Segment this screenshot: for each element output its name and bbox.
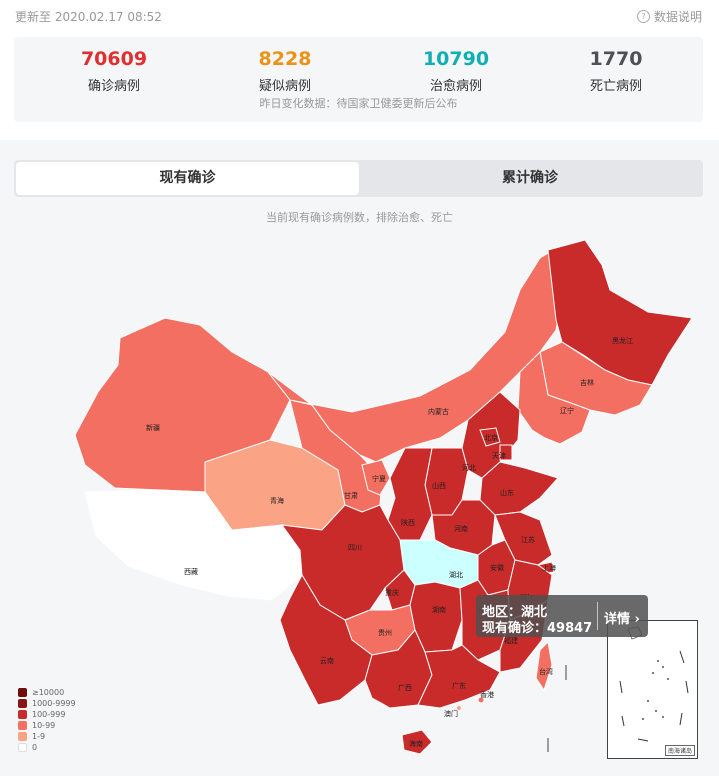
details-label: 详情 (604, 612, 631, 627)
province-shandong[interactable] (479, 461, 559, 516)
china-map: 黑龙江 吉林 辽宁 内蒙古 新疆 西藏 青海 甘肃 宁夏 北京 天津 河北 山西… (74, 239, 693, 755)
stat-dead: 1770 死亡病例 (541, 47, 691, 94)
south-china-sea-inset: 南海诸岛 (607, 620, 698, 759)
label-ningxia: 宁夏 (372, 474, 386, 483)
stat-cured: 10790 治愈病例 (381, 47, 531, 94)
map-legend: ≥10000 1000-9999 100-999 10-99 1-9 0 (18, 687, 76, 753)
map-subtitle: 当前现有确诊病例数，排除治愈、死亡 (266, 211, 453, 224)
legend-label: 1000-9999 (32, 699, 76, 708)
stat-cured-label: 治愈病例 (429, 79, 482, 94)
label-jiangsu: 江苏 (521, 535, 535, 544)
label-anhui: 安徽 (490, 563, 504, 572)
stat-dead-value: 1770 (589, 48, 643, 70)
label-xinjiang: 新疆 (146, 423, 160, 432)
label-hunan: 湖南 (432, 605, 446, 614)
label-sichuan: 四川 (348, 544, 362, 552)
tooltip-current: 现有确诊：49847 (482, 621, 593, 636)
label-hongkong: 香港 (480, 690, 494, 699)
legend-swatch (18, 688, 27, 697)
province-beijing[interactable] (479, 427, 501, 447)
province-hainan[interactable] (401, 729, 433, 755)
chevron-right-icon: › (634, 612, 640, 627)
label-tianjin: 天津 (492, 452, 506, 460)
label-xizang: 西藏 (184, 567, 198, 576)
province-liaoning[interactable] (517, 350, 591, 445)
label-shanghai: 上海 (542, 563, 556, 572)
stat-confirmed-label: 确诊病例 (87, 79, 140, 94)
label-henan: 河南 (454, 524, 468, 533)
legend-swatch (18, 743, 27, 752)
stat-confirmed-value: 70609 (80, 48, 148, 70)
data-explain-link[interactable]: ? 数据说明 (636, 8, 702, 25)
stat-cured-value: 10790 (422, 48, 490, 70)
stat-dead-label: 死亡病例 (589, 79, 642, 94)
legend-label: ≥10000 (32, 688, 65, 697)
question-icon: ? (636, 10, 650, 23)
stat-suspected-value: 8228 (258, 48, 312, 70)
province-taiwan[interactable] (535, 640, 553, 692)
legend-swatch (18, 732, 27, 741)
south-sea-islands-graphic (619, 626, 689, 742)
legend-label: 10-99 (32, 721, 56, 730)
province-tianjin[interactable] (499, 444, 513, 461)
label-fujian: 福建 (504, 636, 518, 645)
legend-item[interactable]: 1000-9999 (18, 698, 76, 709)
tooltip-details-button[interactable]: 详情 › (604, 608, 640, 627)
label-taiwan: 台湾 (539, 667, 553, 676)
label-heilongjiang: 黑龙江 (612, 336, 633, 345)
label-shandong: 山东 (500, 488, 514, 497)
legend-label: 0 (32, 743, 38, 752)
legend-label: 1-9 (32, 732, 46, 741)
legend-item[interactable]: 1-9 (18, 731, 76, 742)
tab-total-confirmed[interactable]: 累计确诊 (502, 170, 558, 186)
label-macau: 澳门 (444, 709, 458, 718)
stat-suspected-label: 疑似病例 (258, 79, 311, 94)
label-hainan: 海南 (409, 739, 423, 748)
inset-caption: 南海诸岛 (664, 745, 695, 756)
label-hebei: 河北 (462, 464, 476, 472)
map-tabs: 现有确诊 累计确诊 (14, 160, 703, 197)
tab-current-confirmed[interactable]: 现有确诊 (16, 162, 359, 195)
province-shaanxi[interactable] (387, 447, 433, 541)
label-guizhou: 贵州 (378, 628, 392, 637)
province-yunnan[interactable] (279, 573, 373, 706)
summary-panel: 更新至 2020.02.17 08:52 ? 数据说明 70609 确诊病例 8… (0, 0, 719, 140)
label-hubei: 湖北 (449, 570, 463, 579)
tooltip-divider (597, 602, 598, 630)
stat-suspected: 8228 疑似病例 (210, 47, 360, 94)
label-chongqing: 重庆 (385, 588, 399, 597)
legend-item[interactable]: ≥10000 (18, 687, 76, 698)
stats-note: 昨日变化数据：待国家卫健委更新后公布 (259, 97, 458, 110)
data-explain-label: 数据说明 (653, 10, 702, 24)
label-jilin: 吉林 (580, 378, 594, 387)
legend-swatch (18, 721, 27, 730)
legend-item[interactable]: 10-99 (18, 720, 76, 731)
label-shanxi: 山西 (432, 481, 446, 490)
map-tooltip: 地区：湖北 现有确诊：49847 详情 › (476, 595, 648, 637)
legend-swatch (18, 699, 27, 708)
label-gansu: 甘肃 (344, 491, 358, 500)
stats-box: 70609 确诊病例 8228 疑似病例 10790 治愈病例 1770 死亡病… (14, 37, 703, 122)
label-liaoning: 辽宁 (560, 406, 574, 415)
legend-label: 100-999 (32, 710, 66, 719)
province-guangdong[interactable] (417, 644, 501, 709)
label-qinghai: 青海 (270, 496, 284, 505)
province-macau[interactable] (456, 705, 462, 711)
province-hongkong[interactable] (477, 696, 485, 704)
stat-confirmed: 70609 确诊病例 (39, 47, 189, 94)
legend-swatch (18, 710, 27, 719)
legend-item[interactable]: 100-999 (18, 709, 76, 720)
province-neimenggu[interactable] (289, 245, 573, 463)
label-shaanxi: 陕西 (401, 518, 415, 527)
label-beijing: 北京 (484, 433, 498, 442)
update-time: 更新至 2020.02.17 08:52 (15, 10, 162, 24)
label-guangdong: 广东 (452, 681, 466, 690)
label-yunnan: 云南 (320, 656, 334, 665)
tooltip-region: 地区：湖北 (482, 605, 548, 620)
label-guangxi: 广西 (398, 683, 412, 692)
label-neimenggu: 内蒙古 (428, 407, 449, 416)
province-ningxia[interactable] (361, 459, 391, 496)
legend-item[interactable]: 0 (18, 742, 76, 753)
